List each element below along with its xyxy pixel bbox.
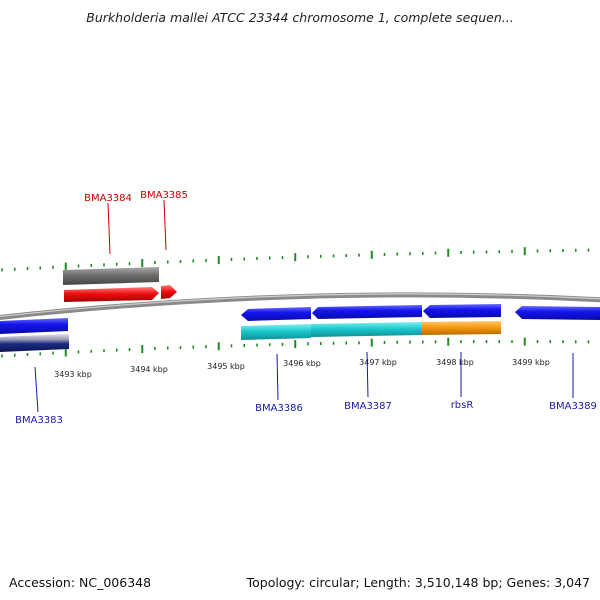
label-BMA3389[interactable]: BMA3389 <box>549 401 597 412</box>
scale-label-3499: 3499 kbp <box>512 358 550 367</box>
inner-scale-ticks <box>1 337 590 358</box>
scale-label-3498: 3498 kbp <box>436 358 474 367</box>
gene-BMA3389[interactable] <box>515 306 600 320</box>
gene-BMA3384[interactable] <box>63 267 159 285</box>
leader-BMA3387 <box>366 351 369 398</box>
leader-BMA3386 <box>276 353 279 401</box>
leader-BMA3383 <box>34 366 39 413</box>
scale-label-3494: 3494 kbp <box>130 365 168 374</box>
gene-BMA3385-main[interactable] <box>64 287 159 302</box>
scale-label-3497: 3497 kbp <box>359 358 397 367</box>
label-rbsR[interactable]: rbsR <box>451 400 474 411</box>
scale-label-3496: 3496 kbp <box>283 359 321 368</box>
scale-label-3493: 3493 kbp <box>54 370 92 379</box>
gene-BMA3386[interactable] <box>241 307 311 340</box>
chromosome-backbone-highlight <box>0 293 600 318</box>
gene-BMA3387[interactable] <box>311 305 422 337</box>
label-BMA3386[interactable]: BMA3386 <box>255 403 303 414</box>
label-BMA3387[interactable]: BMA3387 <box>344 401 392 412</box>
gene-BMA3385[interactable] <box>161 285 177 299</box>
gene-BMA3383[interactable] <box>0 318 69 352</box>
accession-text: Accession: NC_006348 <box>9 575 152 590</box>
chromosome-backbone <box>0 292 600 320</box>
scale-label-3495: 3495 kbp <box>207 362 245 371</box>
leader-BMA3384 <box>107 202 111 255</box>
map-title: Burkholderia mallei ATCC 23344 chromosom… <box>86 10 514 25</box>
gene-rbsR[interactable] <box>422 304 501 335</box>
leader-BMA3385 <box>163 199 167 251</box>
label-BMA3383[interactable]: BMA3383 <box>15 415 63 426</box>
label-BMA3384[interactable]: BMA3384 <box>84 193 132 204</box>
label-BMA3385[interactable]: BMA3385 <box>140 190 188 201</box>
genome-summary-text: Topology: circular; Length: 3,510,148 bp… <box>246 575 590 590</box>
outer-scale-ticks <box>1 247 590 272</box>
